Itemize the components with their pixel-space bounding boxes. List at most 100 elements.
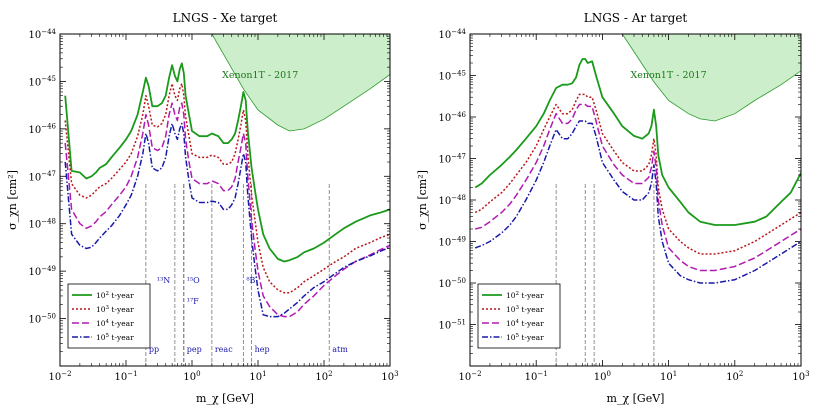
x-tick-label-exp: −2 xyxy=(61,370,71,378)
y-tick-label-base: 10 xyxy=(438,279,451,290)
x-tick-label: 10−1 xyxy=(525,370,548,383)
legend-label-base: 10 xyxy=(96,305,106,314)
y-tick-label-exp: −48 xyxy=(451,194,466,202)
x-axis-label: m_χ [GeV] xyxy=(607,392,665,405)
x-tick-label-base: 10 xyxy=(594,372,607,383)
legend-label-base: 10 xyxy=(506,319,516,328)
chart-panel-xe: Xenon1T - 2017 pp ¹³N ¹⁵O ¹⁷F pep reac ⁸B hep atm… xyxy=(6,11,399,405)
x-tick-label-exp: 0 xyxy=(196,370,200,378)
neutrino-label: ⁸B xyxy=(246,276,255,285)
legend-label-exp: 4 xyxy=(106,319,110,325)
legend-label-rest: t-year xyxy=(519,305,544,314)
y-tick-label: 10−48 xyxy=(28,218,56,231)
legend-label-rest: t-year xyxy=(109,305,134,314)
legend-label-exp: 3 xyxy=(516,305,520,311)
series-line-4 xyxy=(475,103,801,272)
legend-label: 104 t-year xyxy=(506,319,544,328)
y-tick-label-exp: −49 xyxy=(41,265,56,273)
y-tick-label: 10−50 xyxy=(28,312,56,325)
y-tick-label: 10−44 xyxy=(438,28,466,41)
y-tick-label-exp: −51 xyxy=(451,318,466,326)
x-tick-label-exp: −2 xyxy=(471,370,481,378)
x-tick-label-base: 10 xyxy=(792,372,805,383)
y-tick-label: 10−47 xyxy=(438,152,466,165)
legend-label-exp: 3 xyxy=(106,305,110,311)
y-tick-label-exp: −45 xyxy=(41,75,56,83)
legend-label-exp: 5 xyxy=(516,333,520,339)
xenon1t-label: Xenon1T - 2017 xyxy=(222,70,298,81)
y-tick-label-exp: −47 xyxy=(451,152,466,160)
y-tick-label-base: 10 xyxy=(438,155,451,166)
series-line-2 xyxy=(64,62,390,263)
y-tick-label: 10−49 xyxy=(28,265,56,278)
x-tick-label-exp: −1 xyxy=(127,370,137,378)
neutrino-label: pep xyxy=(187,345,202,354)
legend-label: 104 t-year xyxy=(96,319,134,328)
series-line-5 xyxy=(474,120,801,284)
legend-label: 105 t-year xyxy=(96,333,134,342)
y-tick-label-exp: −46 xyxy=(451,111,466,119)
series-line-5 xyxy=(64,122,390,318)
legend-label-exp: 4 xyxy=(516,319,520,325)
legend-label: 102 t-year xyxy=(506,291,544,300)
y-tick-label-base: 10 xyxy=(438,238,451,249)
x-tick-label-exp: 1 xyxy=(673,370,677,378)
x-tick-label-base: 10 xyxy=(726,372,739,383)
x-tick-label: 101 xyxy=(660,370,677,383)
x-tick-label: 100 xyxy=(594,370,611,383)
y-tick-label-base: 10 xyxy=(28,30,41,41)
y-tick-label: 10−44 xyxy=(28,28,56,41)
x-tick-label-base: 10 xyxy=(48,372,61,383)
x-tick-label: 101 xyxy=(249,370,266,383)
x-tick-label-base: 10 xyxy=(315,372,328,383)
y-tick-label: 10−50 xyxy=(438,277,466,290)
y-tick-label-exp: −50 xyxy=(41,312,56,320)
plot-area xyxy=(474,34,801,366)
x-tick-label: 10−2 xyxy=(48,370,71,383)
legend-label-base: 10 xyxy=(506,305,516,314)
y-axis-label: σ_χn [cm²] xyxy=(6,170,19,230)
y-tick-label-base: 10 xyxy=(438,321,451,332)
x-tick-label-base: 10 xyxy=(381,372,394,383)
xenon1t-excluded-region xyxy=(582,34,801,122)
x-tick-label: 102 xyxy=(726,370,743,383)
y-tick-label-exp: −46 xyxy=(41,123,56,131)
legend-label: 105 t-year xyxy=(506,333,544,342)
neutrino-label: hep xyxy=(255,345,270,354)
x-tick-label: 10−2 xyxy=(458,370,481,383)
y-tick-label-base: 10 xyxy=(28,172,41,183)
legend-label-base: 10 xyxy=(506,333,516,342)
xenon1t-excluded-region xyxy=(172,34,390,132)
x-tick-label-base: 10 xyxy=(660,372,673,383)
legend-label-rest: t-year xyxy=(519,333,544,342)
legend-label-base: 10 xyxy=(96,319,106,328)
legend-label-rest: t-year xyxy=(519,291,544,300)
legend-label: 103 t-year xyxy=(506,305,544,314)
series-line-3 xyxy=(474,93,801,255)
legend-label-base: 10 xyxy=(96,291,106,300)
x-axis-label: m_χ [GeV] xyxy=(196,392,254,405)
legend-label-exp: 5 xyxy=(106,333,110,339)
y-tick-label-exp: −50 xyxy=(451,277,466,285)
y-tick-label-base: 10 xyxy=(28,77,41,88)
legend-label-exp: 2 xyxy=(106,291,110,297)
legend-label-base: 10 xyxy=(506,291,516,300)
y-tick-label: 10−48 xyxy=(438,194,466,207)
y-tick-label-base: 10 xyxy=(28,267,41,278)
y-tick-label-base: 10 xyxy=(438,30,451,41)
legend-label-rest: t-year xyxy=(109,333,134,342)
x-tick-label: 100 xyxy=(183,370,200,383)
series-line-3 xyxy=(64,82,390,294)
y-tick-label: 10−47 xyxy=(28,170,56,183)
series-line-4 xyxy=(64,102,390,318)
y-tick-label-exp: −44 xyxy=(451,28,466,36)
y-tick-label-base: 10 xyxy=(28,125,41,136)
neutrino-label: pp xyxy=(149,345,159,354)
x-tick-label-exp: 3 xyxy=(394,370,398,378)
y-tick-label-exp: −44 xyxy=(41,28,56,36)
legend-label-base: 10 xyxy=(96,333,106,342)
plot-frame xyxy=(59,33,391,367)
y-tick-label-base: 10 xyxy=(438,72,451,83)
y-tick-label: 10−46 xyxy=(438,111,466,124)
